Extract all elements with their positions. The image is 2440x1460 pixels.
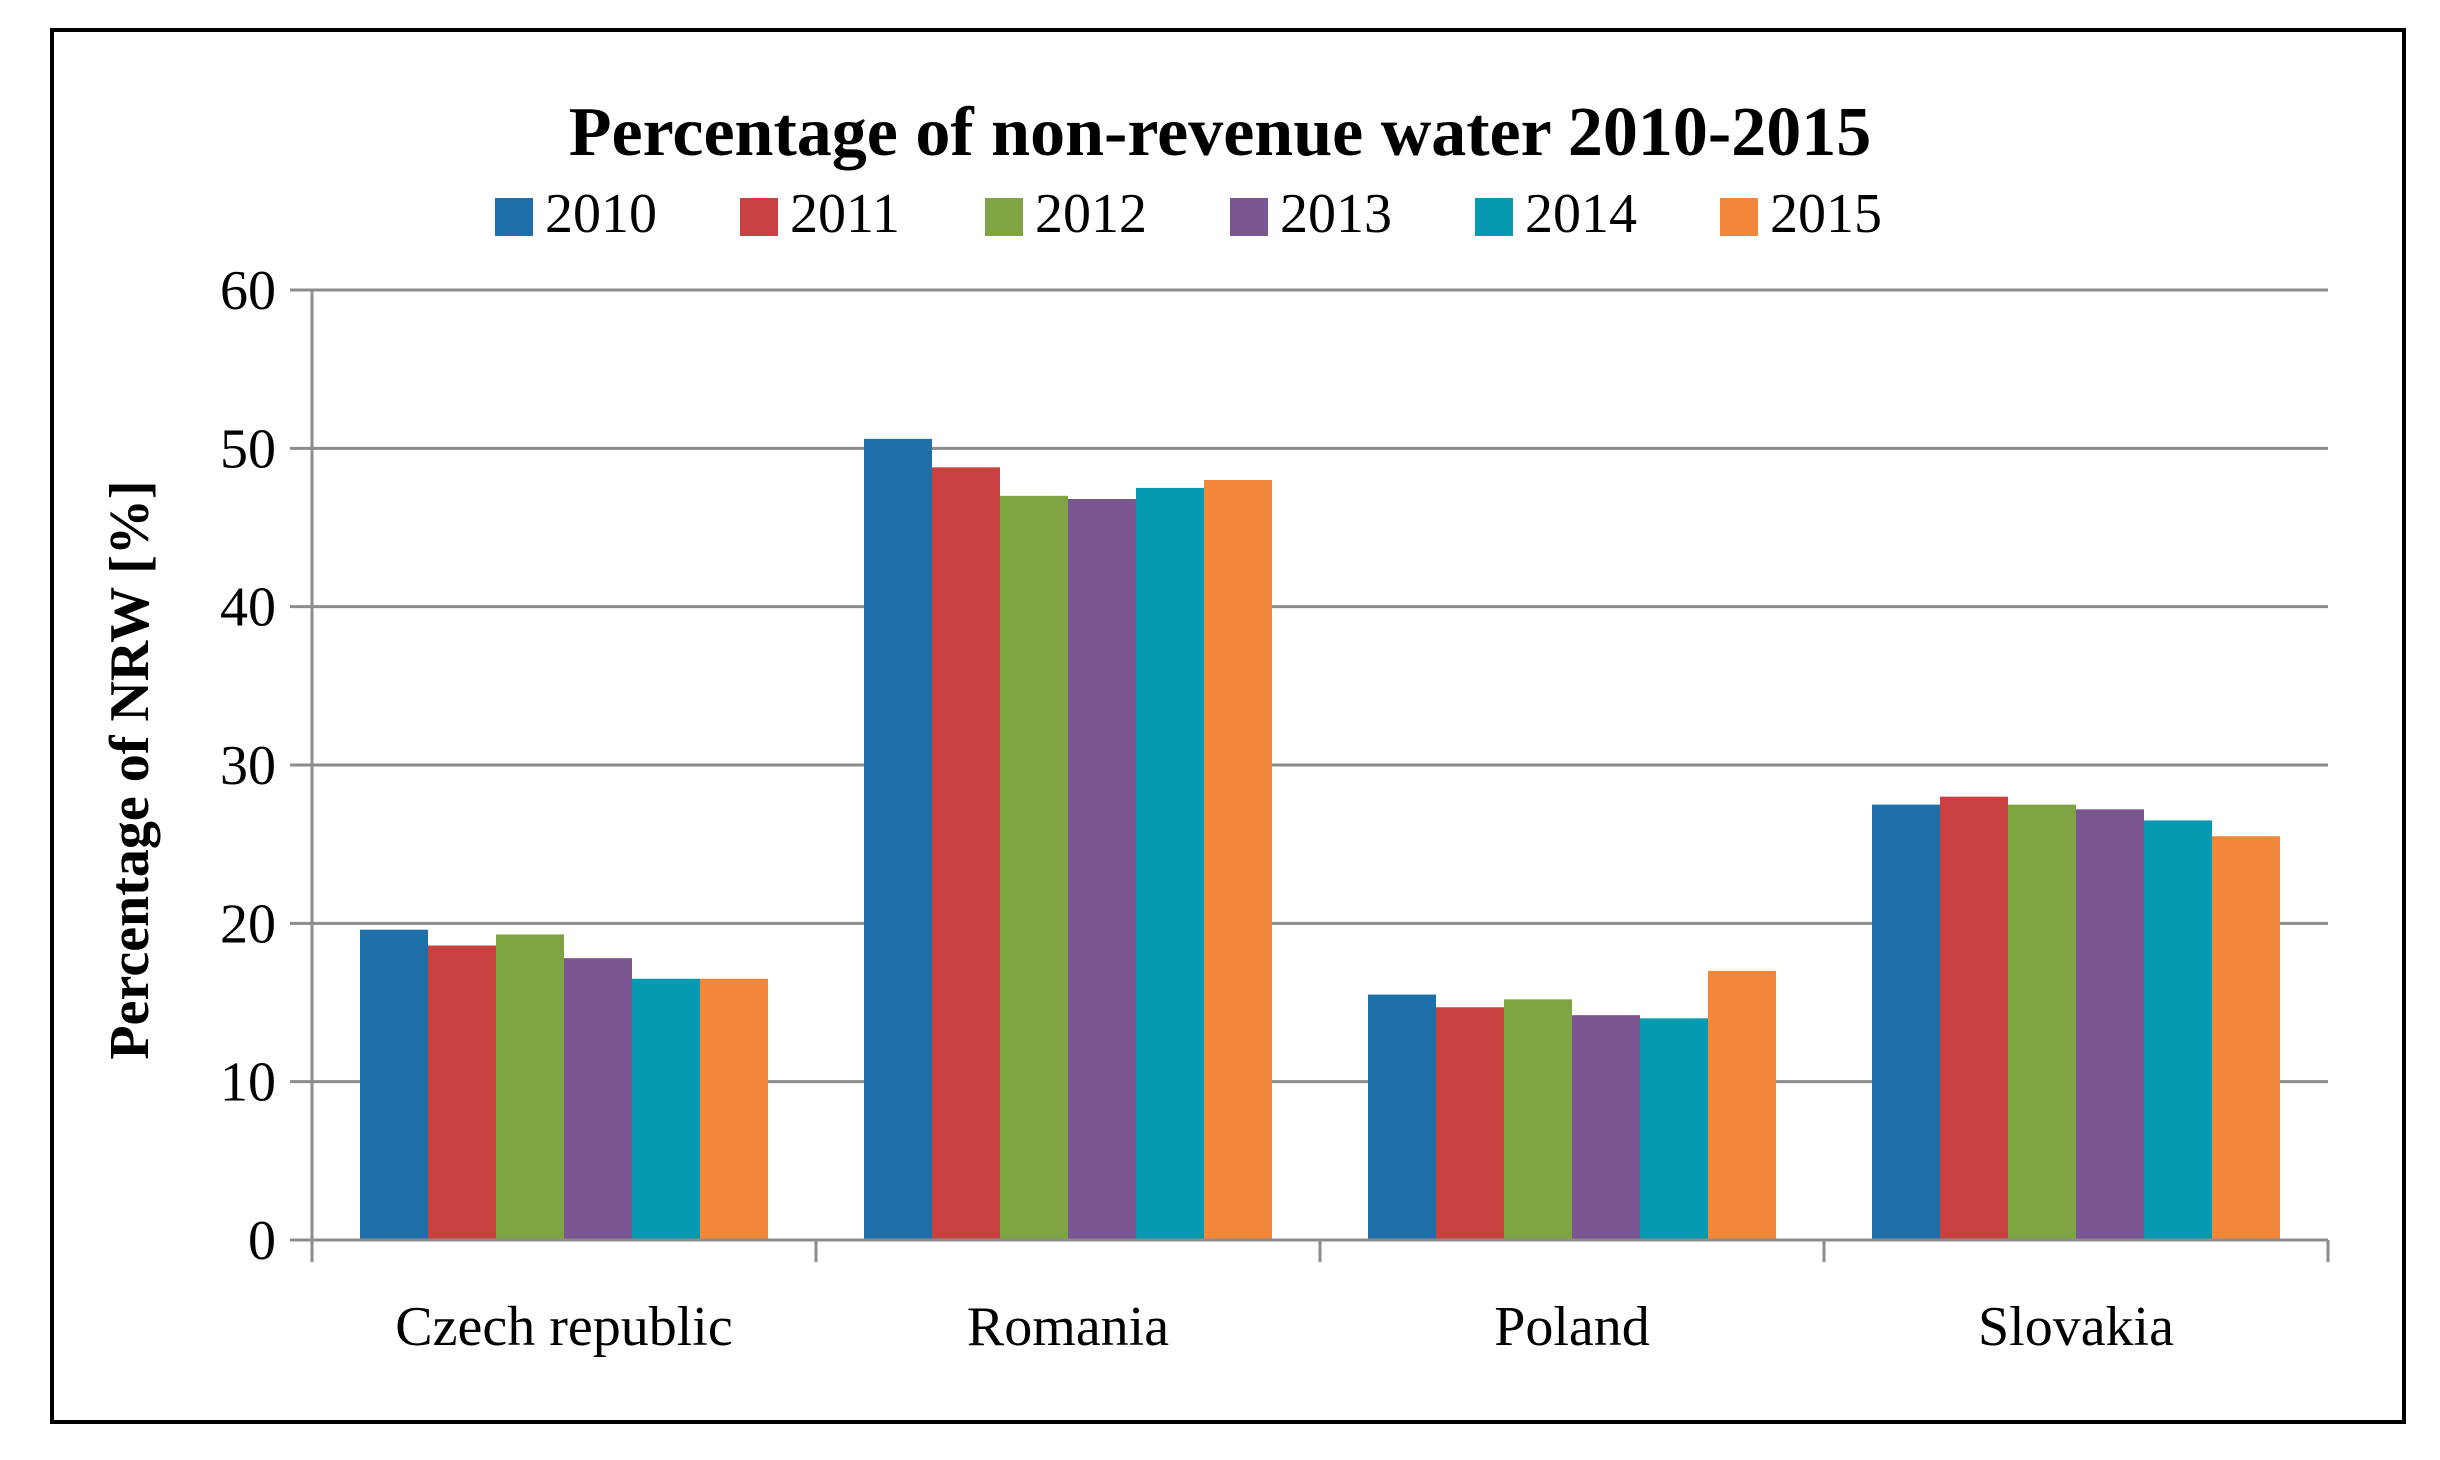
bar-poland-2015 (1708, 970, 1776, 1240)
bar-slovakia-2013 (2076, 809, 2144, 1240)
category-labels: Czech republic Romania Poland Slovakia (395, 1296, 2174, 1358)
x-category-label: Poland (1494, 1296, 1650, 1358)
bar-poland-2014 (1640, 1018, 1708, 1240)
legend: 2010 2011 2012 2013 2014 2015 (495, 183, 1882, 245)
legend-swatch-2010 (495, 198, 533, 236)
bar-czech-republic-2014 (632, 978, 700, 1240)
bar-slovakia-2012 (2008, 804, 2076, 1240)
bar-romania-2010 (864, 438, 932, 1240)
bar-slovakia-2014 (2144, 820, 2212, 1240)
legend-label-2013: 2013 (1280, 183, 1392, 245)
legend-label-2011: 2011 (790, 183, 900, 245)
legend-swatch-2013 (1230, 198, 1268, 236)
bars (360, 438, 2280, 1241)
bar-romania-2011 (932, 467, 1000, 1240)
y-tick-label: 10 (220, 1052, 276, 1114)
y-tick-label: 50 (220, 418, 276, 480)
bar-czech-republic-2010 (360, 929, 428, 1240)
bar-romania-2015 (1204, 480, 1272, 1240)
legend-swatch-2015 (1720, 198, 1758, 236)
bar-romania-2013 (1068, 499, 1136, 1240)
y-tick-label: 60 (220, 260, 276, 322)
bar-slovakia-2011 (1940, 796, 2008, 1240)
bar-czech-republic-2013 (564, 958, 632, 1240)
y-tick-label: 0 (248, 1210, 276, 1272)
y-axis-label: Percentage of NRW [%] (99, 480, 161, 1059)
x-category-label: Slovakia (1978, 1296, 2174, 1358)
legend-label-2010: 2010 (545, 183, 657, 245)
chart-title: Percentage of non-revenue water 2010-201… (569, 94, 1872, 171)
legend-label-2014: 2014 (1525, 183, 1637, 245)
legend-swatch-2011 (740, 198, 778, 236)
x-category-label: Romania (967, 1296, 1169, 1358)
bar-poland-2011 (1436, 1007, 1504, 1240)
legend-label-2015: 2015 (1770, 183, 1882, 245)
bar-czech-republic-2015 (700, 978, 768, 1240)
bar-slovakia-2015 (2212, 836, 2280, 1240)
legend-swatch-2012 (985, 198, 1023, 236)
y-tick-label: 30 (220, 735, 276, 797)
bar-romania-2014 (1136, 487, 1204, 1241)
y-tick-label: 20 (220, 893, 276, 955)
bar-czech-republic-2011 (428, 945, 496, 1240)
y-tick-label: 40 (220, 577, 276, 639)
bar-poland-2012 (1504, 999, 1572, 1240)
bar-poland-2010 (1368, 994, 1436, 1240)
bar-slovakia-2010 (1872, 804, 1940, 1240)
x-category-label: Czech republic (395, 1296, 732, 1358)
bar-romania-2012 (1000, 495, 1068, 1240)
y-tick-labels: 0 10 20 30 40 50 60 (220, 260, 312, 1272)
legend-label-2012: 2012 (1035, 183, 1147, 245)
legend-swatch-2014 (1475, 198, 1513, 236)
bar-poland-2013 (1572, 1015, 1640, 1240)
bar-czech-republic-2012 (496, 934, 564, 1240)
